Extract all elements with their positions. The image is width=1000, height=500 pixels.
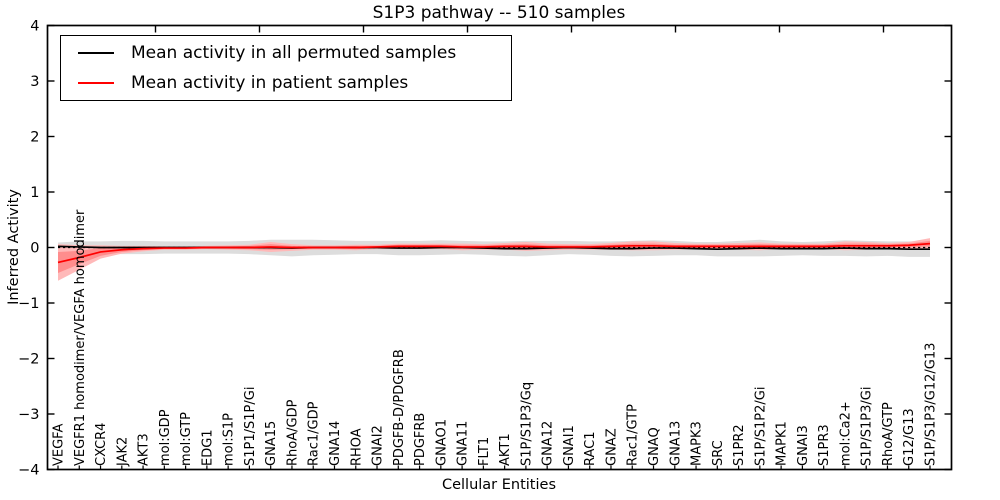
x-category-label: VEGFR1 homodimer/VEGFA homodimer [73,209,88,466]
x-category-label: GNAZ [604,428,619,466]
x-category-label: PDGFB-D/PDGFRB [392,349,407,466]
legend: Mean activity in all permuted samples Me… [60,35,512,101]
y-tick-label: −3 [18,407,39,423]
y-tick-label: 2 [30,130,39,146]
x-category-label: MAPK1 [775,421,790,466]
y-tick-label: 3 [30,74,39,90]
x-category-label: EDG1 [200,429,215,466]
y-tick-label: 1 [30,185,39,201]
x-axis-label: Cellular Entities [441,477,557,493]
legend-entry-permuted: Mean activity in all permuted samples [61,38,511,68]
x-category-label: GNA11 [456,421,471,466]
x-category-label: GNAQ [647,427,662,466]
y-tick-label: −2 [18,352,39,368]
x-category-label: G12/G13 [902,408,917,466]
x-category-label: S1P/S1P3/Gq [519,382,534,466]
x-category-label: FLT1 [477,437,492,466]
x-category-label: S1PR3 [817,424,832,466]
x-category-label: mol:S1P [222,413,237,466]
legend-label-patient: Mean activity in patient samples [131,73,409,93]
x-category-label: mol:GTP [179,412,194,466]
patient-band-inner [58,240,930,274]
x-category-label: JAK2 [115,437,130,467]
x-category-label: AKT3 [137,433,152,466]
x-category-label: GNAI1 [562,425,577,466]
x-category-label: S1P1/S1P/Gi [243,387,258,466]
x-category-label: MAPK3 [690,421,705,466]
x-category-label: AKT1 [498,433,513,466]
x-category-label: mol:Ca2+ [838,401,853,466]
patient-mean-line [57,242,931,264]
x-category-label: RhoA/GTP [881,402,896,466]
x-category-label: CXCR4 [94,423,109,466]
x-category-label: GNAI3 [796,425,811,466]
x-category-label: GNA14 [328,421,343,466]
x-category-label: GNAO1 [434,419,449,466]
x-category-label: RHOA [349,428,364,466]
x-category-label: RAC1 [583,431,598,466]
x-category-label: S1PR2 [732,424,747,466]
y-tick-label: −4 [18,463,39,479]
x-category-label: S1P/S1P2/Gi [753,387,768,466]
x-category-label: GNAI2 [371,425,386,466]
x-category-label: RhoA/GDP [285,399,300,466]
x-category-label: S1P/S1P3/G12/G13 [924,343,939,466]
legend-line-patient-swatch [78,82,114,84]
x-category-label: S1P/S1P3/Gi [860,387,875,466]
y-tick-label: 0 [30,241,39,257]
chart-title: S1P3 pathway -- 510 samples [372,3,626,23]
x-category-label: GNA12 [541,421,556,466]
x-category-label: GNA13 [668,421,683,466]
y-tick-label: −1 [18,296,39,312]
y-axis-label: Inferred Activity [6,189,22,305]
y-tick-label: 4 [30,19,39,35]
x-category-label: SRC [711,440,726,466]
x-category-label: mol:GDP [158,409,173,466]
x-category-label: Rac1/GDP [307,401,322,466]
x-category-label: PDGFRB [413,413,428,466]
x-category-label: VEGFA [52,424,67,466]
x-category-label: Rac1/GTP [626,404,641,466]
legend-label-permuted: Mean activity in all permuted samples [131,43,457,63]
x-category-label: GNA15 [264,421,279,466]
legend-line-permuted-swatch [78,52,114,54]
legend-entry-patient: Mean activity in patient samples [61,68,511,98]
